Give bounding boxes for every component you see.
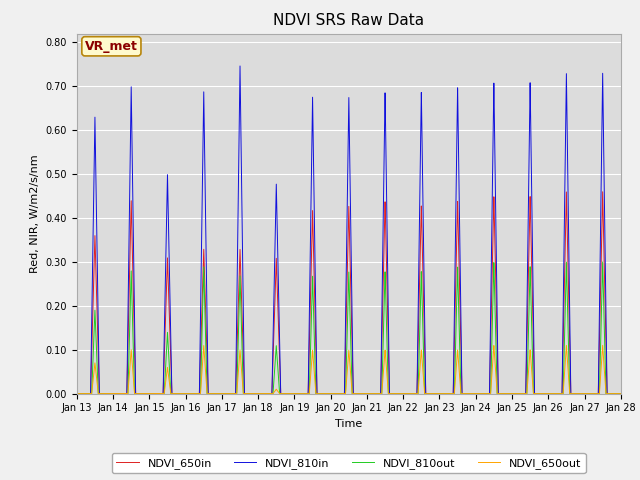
NDVI_810out: [615, 391, 623, 396]
NDVI_650out: [73, 391, 81, 396]
NDVI_650out: [189, 391, 197, 396]
Legend: NDVI_650in, NDVI_810in, NDVI_810out, NDVI_650out: NDVI_650in, NDVI_810in, NDVI_810out, NDV…: [112, 453, 586, 473]
NDVI_810in: [501, 391, 509, 396]
NDVI_810out: [276, 391, 284, 396]
NDVI_810out: [617, 391, 625, 396]
NDVI_810out: [424, 391, 431, 396]
NDVI_650in: [501, 391, 509, 396]
NDVI_810in: [236, 63, 244, 69]
NDVI_810out: [599, 259, 607, 265]
NDVI_650in: [189, 391, 197, 396]
NDVI_810in: [276, 385, 284, 391]
NDVI_810in: [73, 391, 81, 396]
NDVI_650out: [424, 391, 431, 396]
NDVI_650in: [424, 391, 431, 396]
NDVI_810in: [617, 391, 625, 396]
NDVI_650in: [184, 391, 191, 396]
NDVI_650out: [501, 391, 509, 396]
NDVI_810in: [424, 391, 431, 396]
NDVI_650out: [617, 391, 625, 396]
X-axis label: Time: Time: [335, 419, 362, 429]
NDVI_810in: [615, 391, 623, 396]
Title: NDVI SRS Raw Data: NDVI SRS Raw Data: [273, 13, 424, 28]
Line: NDVI_810in: NDVI_810in: [77, 66, 621, 394]
Text: VR_met: VR_met: [85, 40, 138, 53]
NDVI_810out: [189, 391, 197, 396]
NDVI_650in: [615, 391, 623, 396]
NDVI_650in: [73, 391, 81, 396]
NDVI_650in: [276, 385, 284, 391]
NDVI_650out: [599, 342, 607, 348]
NDVI_810out: [184, 391, 191, 396]
NDVI_810in: [184, 391, 191, 396]
NDVI_810in: [189, 391, 197, 396]
NDVI_650out: [615, 391, 623, 396]
Line: NDVI_650in: NDVI_650in: [77, 192, 621, 394]
Line: NDVI_650out: NDVI_650out: [77, 345, 621, 394]
Y-axis label: Red, NIR, W/m2/s/nm: Red, NIR, W/m2/s/nm: [30, 154, 40, 273]
NDVI_650out: [184, 391, 191, 396]
NDVI_650in: [599, 189, 607, 195]
NDVI_810out: [501, 391, 509, 396]
NDVI_650out: [276, 391, 284, 396]
NDVI_650in: [617, 391, 625, 396]
Line: NDVI_810out: NDVI_810out: [77, 262, 621, 394]
NDVI_810out: [73, 391, 81, 396]
